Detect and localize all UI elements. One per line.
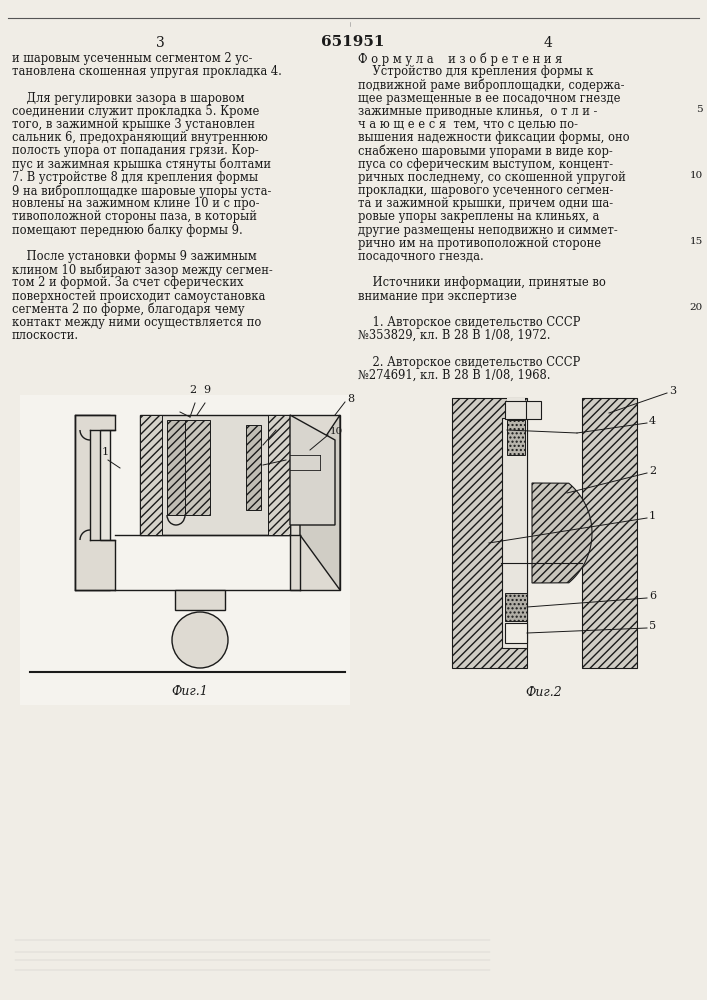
Text: 10: 10 (330, 428, 344, 436)
Text: После установки формы 9 зажимным: После установки формы 9 зажимным (12, 250, 257, 263)
Text: 2: 2 (189, 385, 197, 395)
Text: соединении служит прокладка 5. Кроме: соединении служит прокладка 5. Кроме (12, 105, 259, 118)
Text: 5: 5 (696, 105, 703, 114)
Text: 8: 8 (347, 394, 354, 404)
Text: та и зажимной крышки, причем одни ша-: та и зажимной крышки, причем одни ша- (358, 197, 613, 210)
Text: и шаровым усеченным сегментом 2 ус-: и шаровым усеченным сегментом 2 ус- (12, 52, 252, 65)
Text: 5: 5 (649, 621, 656, 631)
Text: Фиг.1: Фиг.1 (172, 685, 209, 698)
Text: №353829, кл. В 28 В 1/08, 1972.: №353829, кл. В 28 В 1/08, 1972. (358, 329, 551, 342)
Text: 2: 2 (279, 422, 286, 432)
Text: №274691, кл. В 28 В 1/08, 1968.: №274691, кл. В 28 В 1/08, 1968. (358, 369, 551, 382)
Bar (452, 398, 527, 668)
Polygon shape (290, 415, 335, 525)
Text: 4: 4 (649, 416, 656, 426)
Text: помещают переднюю балку формы 9.: помещают переднюю балку формы 9. (12, 224, 243, 237)
Text: снабжено шаровыми упорами в виде кор-: снабжено шаровыми упорами в виде кор- (358, 144, 613, 158)
Text: рично им на противоположной стороне: рично им на противоположной стороне (358, 237, 601, 250)
Text: поверхностей происходит самоустановка: поверхностей происходит самоустановка (12, 290, 265, 303)
Text: 1. Авторское свидетельство СССР: 1. Авторское свидетельство СССР (358, 316, 580, 329)
Text: Устройство для крепления формы к: Устройство для крепления формы к (358, 65, 593, 78)
Text: новлены на зажимном клине 10 и с про-: новлены на зажимном клине 10 и с про- (12, 197, 259, 210)
Text: Ф о р м у л а    и з о б р е т е н и я: Ф о р м у л а и з о б р е т е н и я (358, 52, 562, 66)
Text: плоскости.: плоскости. (12, 329, 79, 342)
Bar (505, 401, 527, 419)
Text: 2: 2 (649, 466, 656, 476)
Text: 9 на виброплощадке шаровые упоры уста-: 9 на виброплощадке шаровые упоры уста- (12, 184, 271, 198)
Text: ричных последнему, со скошенной упругой: ричных последнему, со скошенной упругой (358, 171, 626, 184)
Text: 20: 20 (690, 303, 703, 312)
Bar (505, 623, 527, 643)
Text: тивоположной стороны паза, в который: тивоположной стороны паза, в который (12, 210, 257, 223)
Text: 4: 4 (544, 36, 552, 50)
Text: того, в зажимной крышке 3 установлен: того, в зажимной крышке 3 установлен (12, 118, 255, 131)
Polygon shape (300, 415, 340, 590)
Text: 10: 10 (690, 171, 703, 180)
Bar (185, 420, 210, 515)
Bar (502, 418, 527, 648)
Bar (582, 398, 637, 668)
Text: пуса со сферическим выступом, концент-: пуса со сферическим выступом, концент- (358, 158, 613, 171)
Text: полость упора от попадания грязи. Кор-: полость упора от попадания грязи. Кор- (12, 144, 259, 157)
Bar (140, 415, 162, 535)
Bar (175, 590, 225, 610)
Text: 6: 6 (649, 591, 656, 601)
Text: том 2 и формой. За счет сферических: том 2 и формой. За счет сферических (12, 276, 243, 289)
Circle shape (172, 612, 228, 668)
Bar (20, 395, 350, 705)
Text: 2. Авторское свидетельство СССР: 2. Авторское свидетельство СССР (358, 356, 580, 369)
Text: зажимные приводные клинья,  о т л и -: зажимные приводные клинья, о т л и - (358, 105, 597, 118)
Text: 15: 15 (690, 237, 703, 246)
Text: 9: 9 (204, 385, 211, 395)
Bar (526, 401, 541, 419)
Bar (75, 415, 110, 590)
Text: другие размещены неподвижно и симмет-: другие размещены неподвижно и симмет- (358, 224, 618, 237)
Text: ч а ю щ е е с я  тем, что с целью по-: ч а ю щ е е с я тем, что с целью по- (358, 118, 578, 131)
Text: подвижной раме виброплощадки, содержа-: подвижной раме виброплощадки, содержа- (358, 78, 624, 92)
Text: внимание при экспертизе: внимание при экспертизе (358, 290, 517, 303)
Text: сальник 6, предохраняющий внутреннюю: сальник 6, предохраняющий внутреннюю (12, 131, 268, 144)
Text: щее размещенные в ее посадочном гнезде: щее размещенные в ее посадочном гнезде (358, 92, 621, 105)
Bar (246, 425, 261, 510)
Text: посадочного гнезда.: посадочного гнезда. (358, 250, 484, 263)
Text: клином 10 выбирают зазор между сегмен-: клином 10 выбирают зазор между сегмен- (12, 263, 273, 277)
Bar (140, 415, 290, 535)
Text: 3: 3 (669, 386, 676, 396)
Text: вышения надежности фиксации формы, оно: вышения надежности фиксации формы, оно (358, 131, 630, 144)
Polygon shape (290, 415, 340, 590)
Polygon shape (532, 483, 592, 583)
Bar (167, 420, 185, 515)
Bar (507, 420, 525, 455)
Text: 1: 1 (101, 447, 109, 457)
Text: Фиг.2: Фиг.2 (525, 686, 562, 699)
Text: 7. В устройстве 8 для крепления формы: 7. В устройстве 8 для крепления формы (12, 171, 258, 184)
Text: пус и зажимная крышка стянуты болтами: пус и зажимная крышка стянуты болтами (12, 158, 271, 171)
Bar (268, 415, 290, 535)
Text: ровые упоры закреплены на клиньях, а: ровые упоры закреплены на клиньях, а (358, 210, 600, 223)
Text: тановлена скошенная упругая прокладка 4.: тановлена скошенная упругая прокладка 4. (12, 65, 282, 78)
Text: Источники информации, принятые во: Источники информации, принятые во (358, 276, 606, 289)
Bar (507, 398, 525, 420)
Text: 3: 3 (156, 36, 164, 50)
Text: Для регулировки зазора в шаровом: Для регулировки зазора в шаровом (12, 92, 245, 105)
Polygon shape (75, 415, 115, 590)
Text: 1: 1 (649, 511, 656, 521)
Text: 1: 1 (288, 453, 295, 463)
Text: сегмента 2 по форме, благодаря чему: сегмента 2 по форме, благодаря чему (12, 303, 245, 316)
Text: прокладки, шарового усеченного сегмен-: прокладки, шарового усеченного сегмен- (358, 184, 614, 197)
Text: 651951: 651951 (321, 35, 385, 49)
Bar (505, 593, 527, 621)
Text: контакт между ними осуществляется по: контакт между ними осуществляется по (12, 316, 262, 329)
